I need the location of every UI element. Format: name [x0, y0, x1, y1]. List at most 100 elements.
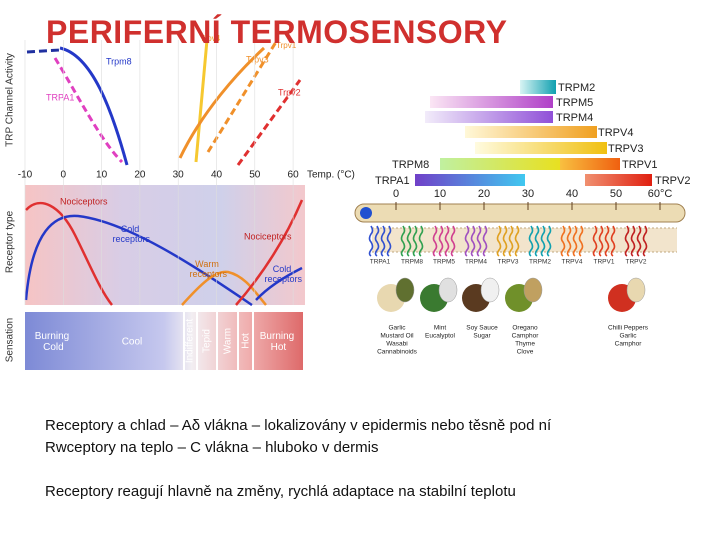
agonist-label: Eucalyptol	[425, 333, 456, 340]
receptor-label: Nociceptors	[60, 196, 108, 206]
range-bar	[465, 126, 597, 138]
text-line: Burning	[260, 331, 294, 342]
range-bar	[585, 174, 652, 186]
channel-helix	[642, 225, 648, 257]
sensation-label: Tepid	[202, 329, 213, 353]
agonist-label: Thyme	[515, 341, 535, 348]
body-text: Receptory a chlad – Aδ vlákna – lokalizo…	[45, 417, 552, 434]
sensation-panel	[25, 312, 303, 370]
receptor-panel	[25, 185, 305, 305]
agonist-label: Camphor	[512, 333, 540, 340]
right-figure: TRPM2 TRPM5 TRPM4 TRPV4 TRPV3 TRPM8 TRPV1 TRPA1…	[354, 80, 690, 356]
activity-panel	[25, 40, 305, 165]
scale-label: 40	[566, 188, 578, 200]
channel-label: TRPA1	[46, 92, 74, 102]
bar-label: TRPV1	[622, 159, 657, 171]
channel-helix	[514, 225, 520, 257]
channel-helix	[604, 225, 610, 257]
food-icon	[438, 277, 458, 303]
channel-helix	[380, 225, 386, 257]
scale-label: 30	[522, 188, 534, 200]
channel-helix	[624, 225, 630, 257]
range-bar	[415, 174, 525, 186]
x-tick-label: 20	[134, 170, 146, 181]
agonist-label: Soy Sauce	[466, 325, 498, 332]
body-text: Rwceptory na teplo – C vlákna – hluboko …	[45, 439, 379, 456]
scale-label: 60°C	[648, 188, 673, 200]
sensation-label: Hot	[241, 333, 252, 349]
panel-label: Sensation	[5, 318, 16, 362]
channel-helix	[406, 225, 412, 257]
channel-helix	[528, 225, 534, 257]
channel-helix	[476, 225, 482, 257]
agonist-label: Oregano	[512, 325, 538, 332]
channel-helix	[560, 225, 566, 257]
channel-helix	[534, 225, 540, 257]
panel-label: Receptor type	[5, 210, 16, 273]
text-line: Hot	[268, 342, 287, 353]
range-bar	[520, 80, 556, 94]
channel-helix	[592, 225, 598, 257]
x-tick-label: 10	[96, 170, 108, 181]
food-icon	[523, 277, 543, 303]
channel-label: TRPA1	[370, 259, 391, 266]
agonist-label: Camphor	[615, 341, 643, 348]
channel-label: TRPV1	[594, 259, 615, 266]
bar-label: TRPM5	[556, 97, 593, 109]
receptor-curves	[24, 199, 304, 307]
bar-label: TRPM8	[392, 159, 429, 171]
x-tick-label: 60	[288, 170, 300, 181]
x-ticks: -10 0 10 20 30 40 50 60	[18, 40, 299, 305]
channel-helix	[598, 225, 604, 257]
food-icon	[626, 277, 646, 303]
channel-helix	[400, 225, 406, 257]
channel-label: Trpm8	[106, 56, 132, 66]
channel-label: TRPV3	[498, 259, 519, 266]
range-bar	[430, 96, 553, 108]
left-figure: TRP Channel Activity Receptor type Sensa…	[5, 34, 355, 370]
channel-helix	[630, 225, 636, 257]
channel-label: TRPM5	[433, 259, 455, 266]
agonist-label: Sugar	[473, 333, 491, 340]
bar-label: TRPV2	[655, 175, 690, 187]
channel-helix	[418, 225, 424, 257]
channel-helix	[508, 225, 514, 257]
receptor-label: Nociceptors	[244, 231, 292, 241]
channel-helix	[496, 225, 502, 257]
channel-label: TRPM2	[529, 259, 551, 266]
curve	[53, 57, 124, 164]
channel-helix	[572, 225, 578, 257]
panel-label: TRP Channel Activity	[5, 53, 16, 147]
range-bar	[475, 142, 607, 154]
scale-label: 0	[393, 188, 399, 200]
range-bar	[560, 158, 620, 170]
text-line: Burning	[35, 331, 69, 342]
channel-helix	[412, 225, 418, 257]
receptor-label: Cold receptors	[110, 224, 151, 244]
channel-helix	[450, 225, 456, 257]
x-axis-label: Temp. (°C)	[307, 170, 355, 181]
bar-label: TRPV4	[598, 127, 633, 139]
text-line: Cold	[273, 264, 292, 274]
channel-label: Trpv3	[246, 54, 269, 64]
agonist-label: Garlic	[620, 333, 638, 340]
channel-helix	[444, 225, 450, 257]
food-icon	[395, 277, 415, 303]
scale-label: 10	[434, 188, 446, 200]
channel-label: TRPV4	[562, 259, 583, 266]
receptor-label: Cold receptors	[262, 264, 303, 284]
channel-label: Trpv4	[200, 34, 221, 43]
channel-helix	[438, 225, 444, 257]
sensation-label: Burning Hot	[260, 331, 294, 353]
channel-helix	[610, 225, 616, 257]
bar-label: TRPV3	[608, 143, 643, 155]
x-tick-label: 50	[249, 170, 261, 181]
activity-curves	[26, 39, 302, 166]
sensation-label: Warm	[223, 328, 234, 354]
agonist-label: Clove	[517, 349, 534, 356]
x-tick-label: -10	[18, 170, 33, 181]
text-line: Cold	[40, 342, 63, 353]
channel-helix	[482, 225, 488, 257]
channel-helix	[636, 225, 642, 257]
